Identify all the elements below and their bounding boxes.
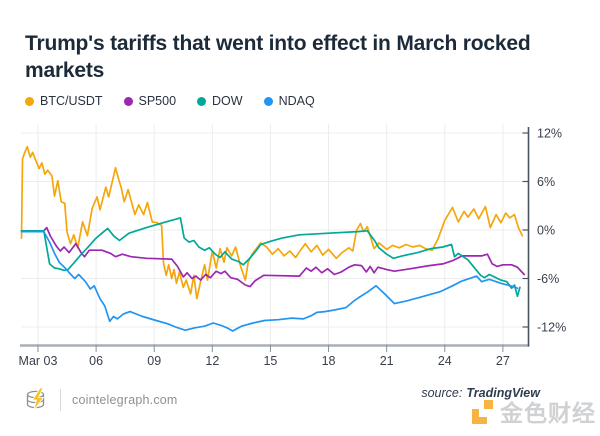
footer-site-text: cointelegraph.com xyxy=(72,393,178,407)
chart-title-line2: markets xyxy=(25,59,105,83)
x-tick-label: Mar 03 xyxy=(19,354,58,368)
y-tick-label: 6% xyxy=(537,175,555,189)
x-tick-label: 06 xyxy=(89,354,103,368)
chart-title: Trump's tariffs that went into effect in… xyxy=(25,30,585,84)
legend-item-ndaq: NDAQ xyxy=(263,94,315,108)
legend-label: NDAQ xyxy=(278,94,315,108)
jinse-watermark: 金色财经 xyxy=(467,394,596,428)
x-tick-label: 24 xyxy=(438,354,452,368)
y-tick-label: 12% xyxy=(537,127,562,141)
lightning-bolt-icon xyxy=(31,387,45,412)
series-line-dow xyxy=(20,217,521,298)
legend-item-sp500: SP500 xyxy=(123,94,177,108)
series-line-ndaq xyxy=(20,230,519,332)
legend-dot-icon xyxy=(123,96,133,106)
x-tick-label: 21 xyxy=(380,354,394,368)
legend-label: BTC/USDT xyxy=(40,94,103,108)
source-credit: source: TradingView xyxy=(421,386,540,400)
legend-label: DOW xyxy=(212,94,243,108)
y-tick-label: 0% xyxy=(537,224,555,238)
footer-branding: cointelegraph.com xyxy=(23,386,178,414)
chart-title-line1: Trump's tariffs that went into effect in… xyxy=(25,32,531,56)
jinse-logo-icon xyxy=(472,400,493,424)
series-line-sp500 xyxy=(20,226,526,288)
y-tick-label: -6% xyxy=(537,272,559,286)
legend-dot-icon xyxy=(263,96,273,106)
watermark-text: 金色财经 xyxy=(500,400,596,426)
price-line-chart: Mar 03 06 09 12 15 18 21 24 27 12% 6% 0% -6% -12% xyxy=(19,124,566,368)
legend-item-btcusdt: BTC/USDT xyxy=(25,94,103,108)
x-tick-label: 18 xyxy=(322,354,336,368)
y-tick-label: -12% xyxy=(537,320,566,334)
x-tick-label: 09 xyxy=(147,354,161,368)
legend-dot-icon xyxy=(25,96,34,106)
footer-divider xyxy=(60,389,61,411)
source-name: TradingView xyxy=(466,386,540,400)
chart-legend: BTC/USDT SP500 DOW NDAQ xyxy=(25,94,315,108)
cointelegraph-logo-icon xyxy=(26,387,45,412)
x-tick-label: 27 xyxy=(496,354,510,368)
legend-label: SP500 xyxy=(138,94,177,108)
legend-item-dow: DOW xyxy=(197,94,243,108)
source-label: source: xyxy=(421,386,463,400)
legend-dot-icon xyxy=(197,96,207,106)
x-tick-label: 12 xyxy=(205,354,219,368)
x-tick-label: 15 xyxy=(263,354,277,368)
